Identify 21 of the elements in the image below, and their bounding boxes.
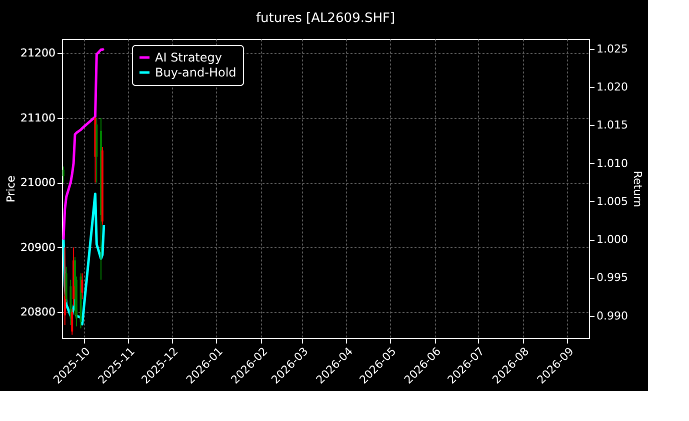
line-series <box>62 48 106 241</box>
y-tick-label: 21100 <box>20 111 56 124</box>
candlestick <box>71 308 74 336</box>
y2-tick-label: 1.010 <box>596 156 628 170</box>
candlestick <box>62 166 64 184</box>
y2-tick-label: 1.000 <box>596 233 628 246</box>
y-axis-title: Price <box>4 175 18 202</box>
y2-axis-title: Return <box>630 170 644 208</box>
y2-tick-label: 1.005 <box>596 194 628 208</box>
legend-label: Buy-and-Hold <box>155 66 236 80</box>
legend-label: AI Strategy <box>155 50 222 64</box>
chart-title: futures [AL2609.SHF] <box>256 11 396 26</box>
y2-tick-label: 1.025 <box>596 42 628 56</box>
y-tick-label: 21000 <box>20 176 56 190</box>
y-tick-label: 20900 <box>20 240 56 254</box>
y2-tick-label: 1.015 <box>596 118 628 132</box>
y2-tick-label: 0.990 <box>596 309 628 322</box>
y2-tick-label: 1.020 <box>596 80 628 94</box>
y-tick-label: 21200 <box>20 46 56 60</box>
y-tick-label: 20800 <box>20 306 56 319</box>
y2-tick-label: 0.995 <box>596 271 628 284</box>
